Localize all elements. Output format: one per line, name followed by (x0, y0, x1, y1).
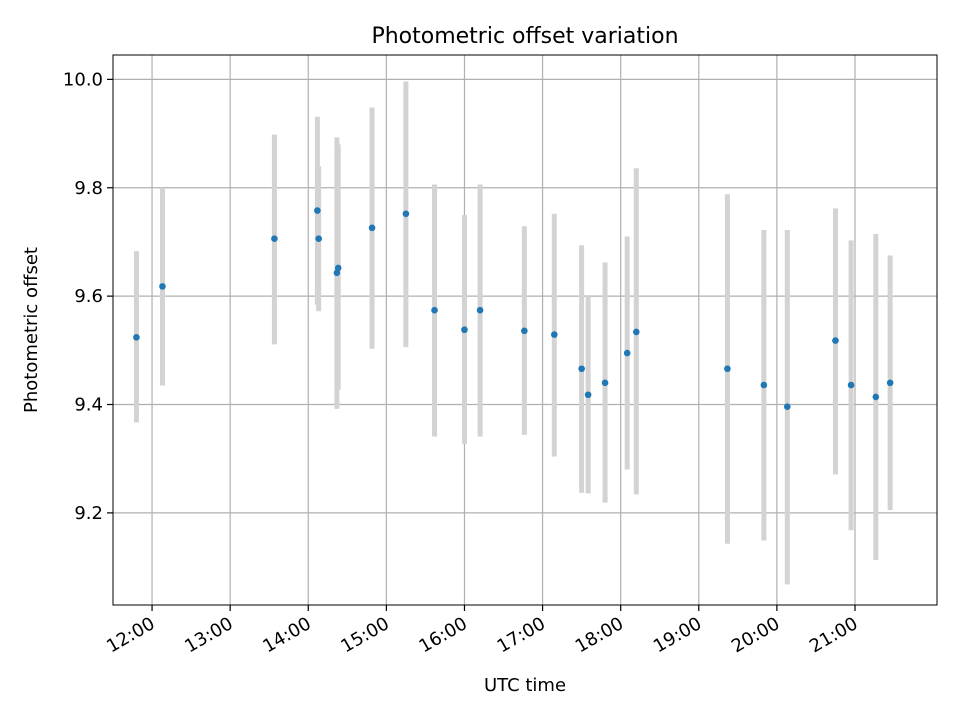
data-point (476, 306, 484, 314)
data-point (724, 365, 731, 373)
y-tick-label: 10.0 (63, 69, 103, 90)
data-point (886, 379, 894, 387)
x-axis-label: UTC time (484, 675, 566, 696)
data-point (314, 207, 321, 214)
y-tick-label: 9.8 (74, 178, 103, 199)
x-tick-label: 17:00 (494, 613, 549, 657)
data-point (159, 283, 166, 290)
x-tick-label: 21:00 (806, 613, 861, 657)
y-tick-label: 9.6 (74, 286, 103, 307)
data-point (550, 331, 558, 338)
data-point (623, 349, 631, 357)
data-point (760, 381, 768, 389)
data-point (832, 337, 839, 344)
axes-frame (112, 54, 938, 606)
x-tick-label: 16:00 (416, 613, 471, 657)
x-tick-label: 20:00 (728, 613, 783, 657)
data-point (578, 365, 585, 373)
x-tick-label: 18:00 (572, 613, 627, 657)
data-point (431, 306, 438, 314)
x-tick-label: 14:00 (259, 613, 314, 657)
data-point (601, 379, 609, 387)
data-point (847, 381, 855, 389)
y-tick-label: 9.2 (74, 503, 103, 524)
x-tick-label: 12:00 (103, 613, 158, 657)
y-axis-label: Photometric offset (21, 247, 42, 413)
data-point (521, 327, 528, 335)
data-point (334, 264, 342, 272)
x-tick-label: 19:00 (650, 613, 705, 657)
data-point (133, 334, 140, 341)
data-point (461, 326, 468, 334)
x-tick-label: 13:00 (181, 613, 236, 657)
data-point (315, 235, 322, 242)
x-tick-label: 15:00 (337, 613, 392, 657)
data-point (584, 391, 592, 399)
data-point (271, 235, 278, 242)
chart-title: Photometric offset variation (371, 24, 678, 49)
data-point (632, 328, 640, 336)
point-layer (133, 207, 894, 410)
data-point (872, 393, 880, 401)
data-point (402, 210, 410, 218)
data-point (368, 224, 376, 232)
y-tick-label: 9.4 (74, 395, 103, 416)
data-point (784, 403, 791, 410)
